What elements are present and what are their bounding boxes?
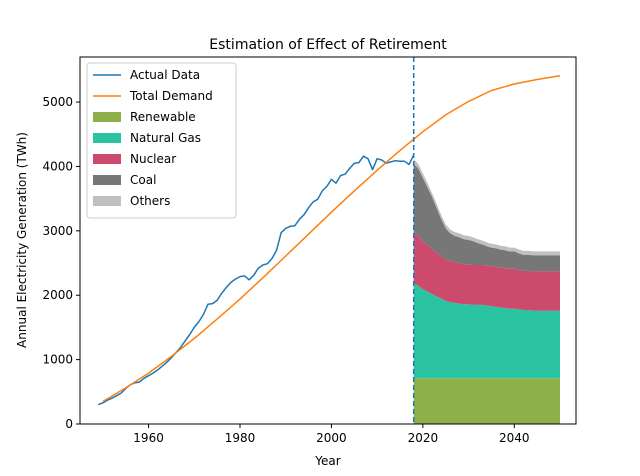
legend-natural-gas-swatch (93, 133, 121, 143)
x-tick-label: 1960 (133, 431, 164, 445)
x-tick-label: 2020 (408, 431, 439, 445)
area-renewable (414, 378, 560, 424)
chart-title: Estimation of Effect of Retirement (209, 37, 447, 53)
x-tick-label: 2000 (316, 431, 347, 445)
legend-nuclear-swatch (93, 154, 121, 164)
legend-natural-gas-label: Natural Gas (130, 131, 201, 145)
legend-renewable-label: Renewable (130, 110, 196, 124)
y-tick-label: 1000 (42, 353, 73, 367)
legend-coal-swatch (93, 175, 121, 185)
y-tick-label: 5000 (42, 95, 73, 109)
y-axis-label: Annual Electricity Generation (TWh) (15, 132, 29, 348)
legend-others-label: Others (130, 194, 170, 208)
legend-coal-label: Coal (130, 173, 156, 187)
legend-renewable-swatch (93, 112, 121, 122)
x-tick-label: 2040 (499, 431, 530, 445)
x-axis-label: Year (314, 454, 340, 468)
y-tick-label: 3000 (42, 224, 73, 238)
legend-actual-data-label: Actual Data (130, 68, 200, 82)
x-tick-label: 1980 (225, 431, 256, 445)
legend: Actual Data Total Demand Renewable Natural … (87, 63, 236, 218)
legend-total-demand-label: Total Demand (129, 89, 213, 103)
y-tick-label: 0 (65, 417, 73, 431)
y-tick-label: 2000 (42, 288, 73, 302)
legend-others-swatch (93, 196, 121, 206)
legend-nuclear-label: Nuclear (130, 152, 176, 166)
y-tick-label: 4000 (42, 159, 73, 173)
